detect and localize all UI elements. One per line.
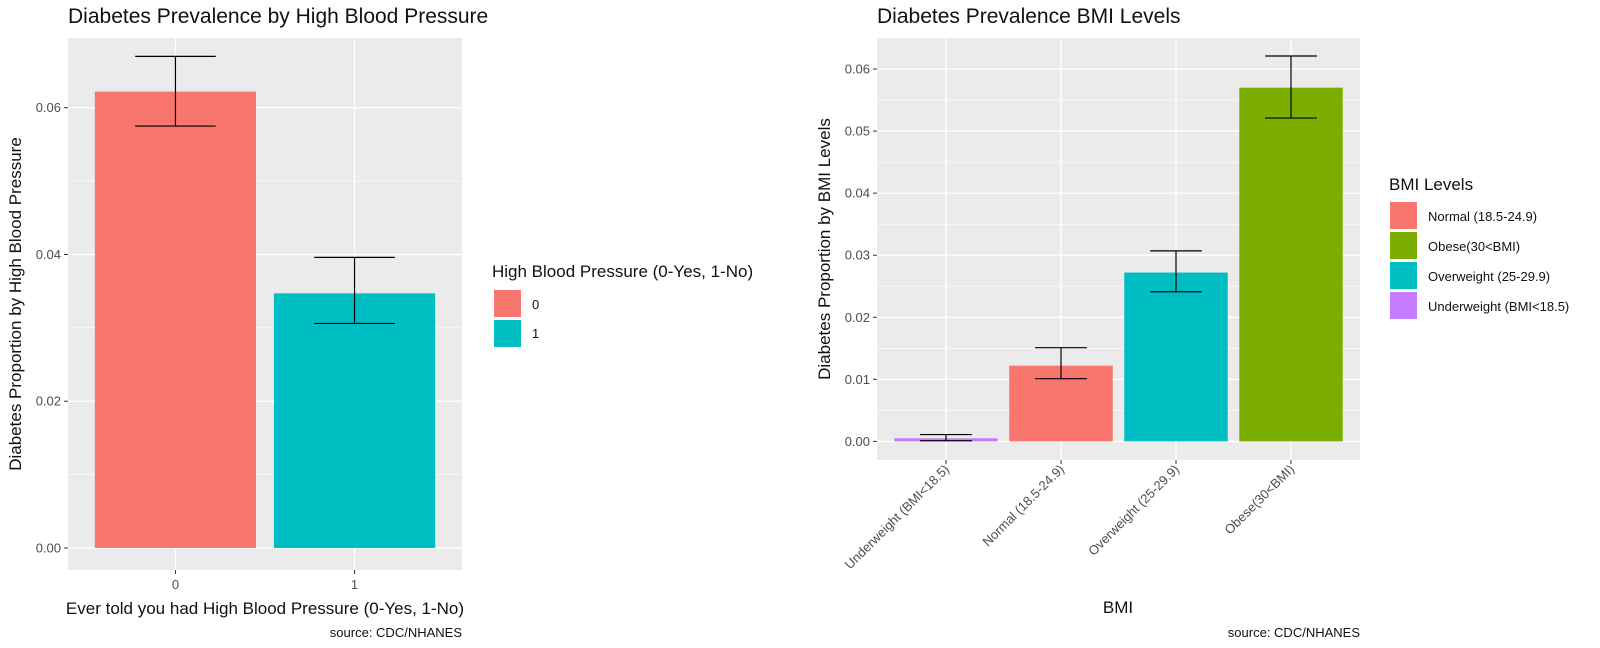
chart-bmi-legend: BMI Levels Normal (18.5-24.9) Obese(30<B… (1389, 175, 1569, 319)
legend-swatch (1390, 202, 1417, 229)
chart-bmi-x-axis-title: BMI (1103, 598, 1133, 617)
legend-swatch (1390, 232, 1417, 259)
legend-swatch (1390, 262, 1417, 289)
chart-bmi-title: Diabetes Prevalence BMI Levels (877, 5, 1181, 28)
chart-bmi-caption: source: CDC/NHANES (1228, 625, 1361, 640)
legend-label: Obese(30<BMI) (1428, 239, 1520, 254)
error-bar (314, 256, 395, 325)
y-tick-label: 0.04 (845, 186, 870, 201)
y-tick-label: 0.01 (845, 372, 870, 387)
x-tick-label: 1 (351, 577, 358, 592)
chart-hbp-legend: High Blood Pressure (0-Yes, 1-No) 0 1 (492, 262, 753, 347)
bar (1124, 272, 1228, 442)
y-tick-label: 0.06 (845, 62, 870, 77)
y-tick-label: 0.05 (845, 124, 870, 139)
x-tick-label: Underweight (BMI<18.5) (842, 462, 952, 572)
y-tick-label: 0.02 (36, 394, 61, 409)
chart-bmi-y-axis: 0.00 0.01 0.02 0.03 0.04 0.05 0.06 (845, 62, 877, 449)
y-tick-label: 0.00 (845, 434, 870, 449)
chart-bmi: Diabetes Prevalence BMI Levels 0.000.010… (815, 5, 1569, 640)
error-bar (1035, 347, 1087, 380)
x-tick-label: Overweight (25-29.9) (1085, 462, 1182, 559)
x-tick-label: Obese(30<BMI) (1221, 462, 1297, 538)
chart-hbp-x-axis-title: Ever told you had High Blood Pressure (0… (66, 599, 464, 618)
chart-hbp-title: Diabetes Prevalence by High Blood Pressu… (68, 5, 488, 28)
chart-hbp-error-bars (135, 55, 395, 325)
bar (1239, 87, 1343, 442)
error-bar (920, 433, 972, 442)
x-tick-label: Normal (18.5-24.9) (979, 462, 1067, 550)
error-bar (1265, 55, 1317, 119)
y-tick-label: 0.03 (845, 248, 870, 263)
legend-label: Normal (18.5-24.9) (1428, 209, 1537, 224)
chart-bmi-y-axis-title: Diabetes Proportion by BMI Levels (815, 118, 834, 380)
legend-label: Underweight (BMI<18.5) (1428, 299, 1569, 314)
legend-label: 1 (532, 326, 539, 341)
chart-bmi-error-bars (920, 55, 1317, 442)
legend-label: 0 (532, 297, 539, 312)
chart-bmi-x-axis: Underweight (BMI<18.5) Normal (18.5-24.9)… (842, 460, 1297, 572)
bar (273, 293, 436, 548)
y-tick-label: 0.02 (845, 310, 870, 325)
legend-label: Overweight (25-29.9) (1428, 269, 1550, 284)
x-tick-label: 0 (172, 577, 179, 592)
bar (94, 91, 257, 548)
y-tick-label: 0.04 (36, 247, 61, 262)
y-tick-label: 0.06 (36, 100, 61, 115)
error-bar (1150, 250, 1202, 293)
chart-hbp: Diabetes Prevalence by High Blood Pressu… (6, 5, 753, 640)
legend-swatch (494, 320, 521, 347)
chart-bmi-legend-title: BMI Levels (1389, 175, 1473, 194)
error-bar (135, 55, 216, 127)
chart-hbp-y-axis-title: Diabetes Proportion by High Blood Pressu… (6, 137, 25, 471)
legend-swatch (494, 290, 521, 317)
y-tick-label: 0.00 (36, 540, 61, 555)
chart-hbp-legend-title: High Blood Pressure (0-Yes, 1-No) (492, 262, 753, 281)
chart-hbp-y-axis: 0.00 0.02 0.04 0.06 (36, 100, 68, 555)
chart-bmi-bars (894, 87, 1343, 442)
legend-swatch (1390, 292, 1417, 319)
chart-hbp-caption: source: CDC/NHANES (330, 625, 463, 640)
chart-hbp-bars (94, 91, 436, 548)
